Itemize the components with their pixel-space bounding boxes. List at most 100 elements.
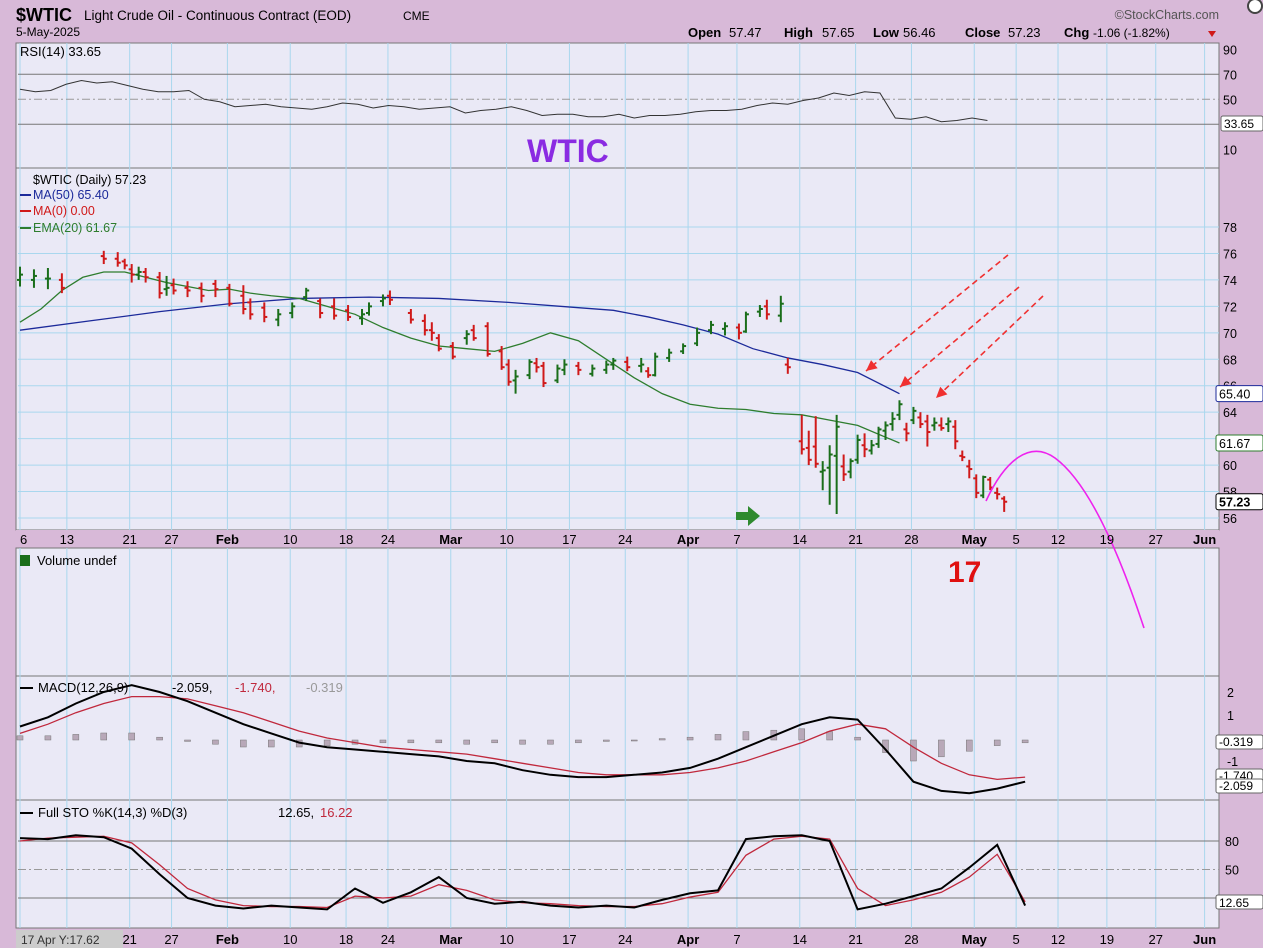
sto-k-line [19,834,1027,911]
macd-histogram-bar [910,739,917,762]
ohlc-bar [484,322,491,357]
ohlc-bar [645,367,652,378]
x-tick-label: 12 [1051,932,1065,947]
price-tick-label: 64 [1223,406,1237,420]
macd-legend-value: -0.319 [306,680,343,695]
chart-date: 5-May-2025 [16,25,80,39]
ohlc-bar [121,258,128,270]
ohlc-bar [275,309,282,327]
ohlc-bar [156,271,163,299]
cursor-readout: 17 Apr Y:17.62 [16,930,123,948]
ohlc-bar [854,434,861,464]
ohlc-bar [407,309,414,324]
ohlc-bar [624,356,631,372]
x-axis-bottom: 132127Feb101824Mar101724Apr7142128May512… [60,932,1217,947]
price-legend-main: $WTIC (Daily) 57.23 [33,173,146,187]
ohlc-bar [833,414,840,515]
high-value: 57.65 [822,25,855,40]
ohlc-bar [345,305,352,321]
arrowhead-icon [900,376,912,387]
ohlc-bar [994,487,1001,500]
macd-histogram-bar [128,732,135,741]
rsi-last-label: 33.65 [1224,117,1254,131]
macd-histogram-bar [686,736,694,741]
ohlc-bar [666,348,673,362]
x-tick-label: 28 [904,532,918,547]
ohlc-bar [777,295,784,323]
ohlc-bar [561,359,568,376]
x-tick-label: 7 [733,532,740,547]
price-last-label: 57.23 [1219,496,1250,510]
symbol-title: $WTIC [16,5,72,25]
ohlc-bar [805,430,812,466]
dashed-arrow-line [935,295,1044,399]
sto-legend-value: 16.22 [320,805,353,820]
high-label: High [784,25,813,40]
arrowhead-icon [866,360,878,371]
ohlc-bar [421,314,428,336]
ohlc-bar [170,278,177,295]
macd-legend-name: MACD(12,26,9) [38,680,128,695]
ohlc-bar [924,414,931,447]
ohlc-bar [512,369,519,394]
x-tick-label: 6 [20,532,27,547]
ohlc-bar [966,459,973,479]
macd-histogram-bar [826,731,833,741]
price-legend: $WTIC (Daily) 57.23 MA(50) 65.40 MA(0) 0… [20,173,146,235]
dashed-arrow-line [899,286,1020,388]
ohlc-bar [910,406,917,425]
macd-histogram-bar [714,734,722,741]
x-tick-label: 17 [562,532,576,547]
ohlc-bar [896,400,903,421]
macd-last-box [1215,778,1263,794]
macd-histogram-bar [658,738,666,741]
open-label: Open [688,25,721,40]
ema20-legend: EMA(20) 61.67 [33,221,117,235]
x-tick-label: 5 [1013,932,1020,947]
ohlc-bar [798,414,805,455]
macd-last-box [1215,734,1263,750]
count-annotation: 17 [948,556,981,589]
ohlc-bar [359,309,366,325]
macd-histogram-bar [212,739,219,745]
ma50-line [19,296,900,395]
macd-histogram-bar [938,739,945,758]
wtic-annotation: WTIC [527,133,609,169]
ohlc-bar [847,458,854,479]
price-tick-label: 68 [1223,353,1237,367]
sto-layer: 80 50 12.65 [19,834,1263,911]
x-tick-label: Mar [439,932,462,947]
ohlc-bar [973,474,980,499]
price-last-box [1215,385,1263,403]
ohlc-bar [638,357,645,373]
instrument-name: Light Crude Oil - Continuous Contract (E… [84,8,351,23]
source-credit: ©StockCharts.com [1115,8,1219,22]
macd-histogram-bar [407,739,415,744]
rsi-tick-label: 70 [1223,68,1237,82]
rsi-legend: RSI(14) 33.65 [20,44,101,59]
price-tick-label: 56 [1223,512,1237,526]
projection-curve [985,450,1145,629]
ohlc-bar [589,364,596,377]
ohlc-bar [575,361,582,376]
ohlc-bar [694,327,701,347]
macd-histogram-bar [240,739,247,748]
macd-signal-line [19,695,1026,781]
macd-histogram-bar [547,739,554,745]
chg-value: -1.06 (-1.82%) [1093,26,1170,40]
macd-histogram-bar [435,739,443,744]
macd-last-label: -0.319 [1219,735,1253,749]
sto-last-box [1215,894,1263,910]
macd-histogram-bar [1021,739,1029,744]
price-last-label: 65.40 [1219,388,1250,402]
price-tick-label: 60 [1223,459,1237,473]
macd-histogram-bar [966,739,973,752]
x-tick-label: 5 [1013,532,1020,547]
macd-histogram-bar [603,739,610,742]
horizontal-gridlines [18,73,1219,899]
close-chart-icon[interactable] [1247,0,1263,14]
x-tick-label: 18 [339,932,353,947]
macd-histogram-bar [854,736,861,741]
macd-histogram-bar [491,739,498,744]
exchange-label: CME [403,9,430,23]
